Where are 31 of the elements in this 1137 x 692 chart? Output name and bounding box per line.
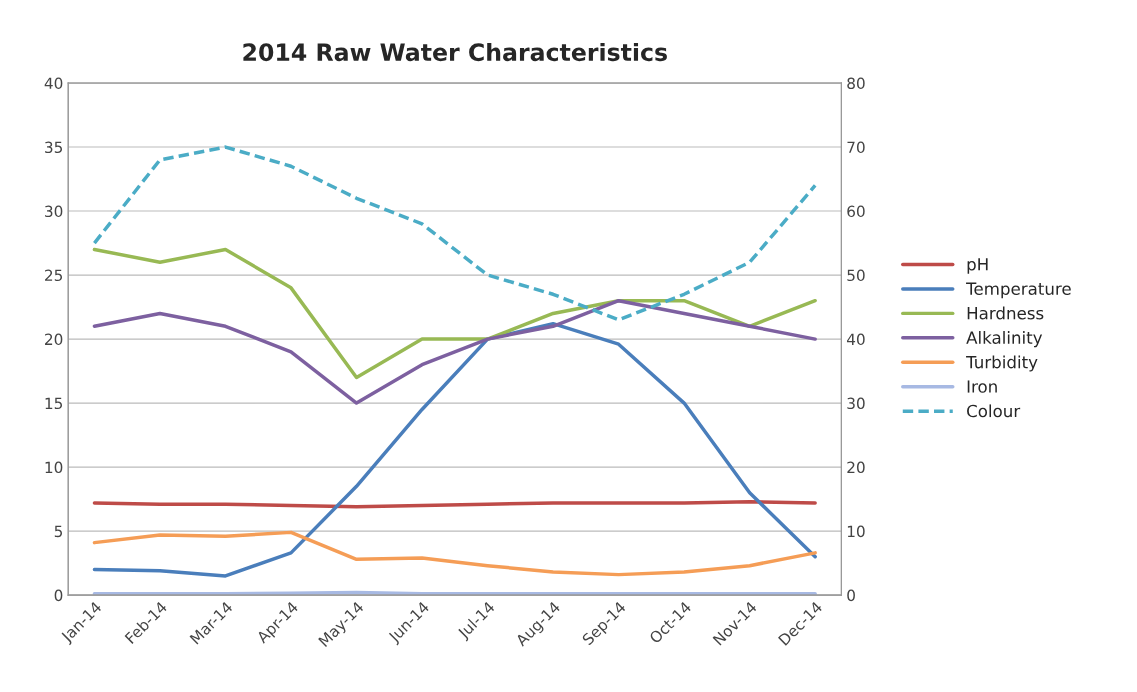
- y2-tick-label: 50: [847, 269, 865, 282]
- legend-label: pH: [967, 258, 988, 274]
- y-tick-label: 25: [45, 269, 63, 282]
- y2-tick-label: 30: [847, 397, 865, 410]
- legend-label: Iron: [967, 380, 997, 393]
- chart-title: 2014 Raw Water Characteristics: [243, 42, 667, 62]
- y2-tick-label: 40: [846, 333, 865, 346]
- line-series: [92, 298, 817, 405]
- legend-label: Alkalinity: [966, 331, 1043, 348]
- y-tick-label: 30: [45, 205, 63, 218]
- y2-tick-label: 80: [847, 77, 865, 90]
- y-tick-label: 35: [45, 141, 63, 154]
- y-tick-label: 0: [54, 589, 63, 602]
- y2-tick-label: 60: [847, 205, 865, 218]
- y-tick-label: 15: [45, 397, 63, 410]
- y-tick-label: 10: [45, 461, 63, 474]
- y2-tick-label: 20: [847, 461, 865, 474]
- line-series: [92, 145, 817, 322]
- line-series: [92, 247, 817, 380]
- line-series: [92, 321, 817, 578]
- legend-label: Colour: [967, 404, 1021, 418]
- y-tick-label: 20: [45, 333, 63, 346]
- line-series: [92, 530, 817, 577]
- y-tick-label: 5: [54, 525, 63, 538]
- legend-label: Hardness: [967, 306, 1044, 320]
- legend-label: Temperature: [966, 282, 1071, 299]
- legend-label: Turbidity: [966, 355, 1038, 372]
- y2-tick-label: 0: [847, 589, 855, 602]
- y2-tick-label: 10: [847, 525, 865, 538]
- y-tick-label: 40: [44, 77, 63, 90]
- y2-tick-label: 70: [847, 141, 865, 154]
